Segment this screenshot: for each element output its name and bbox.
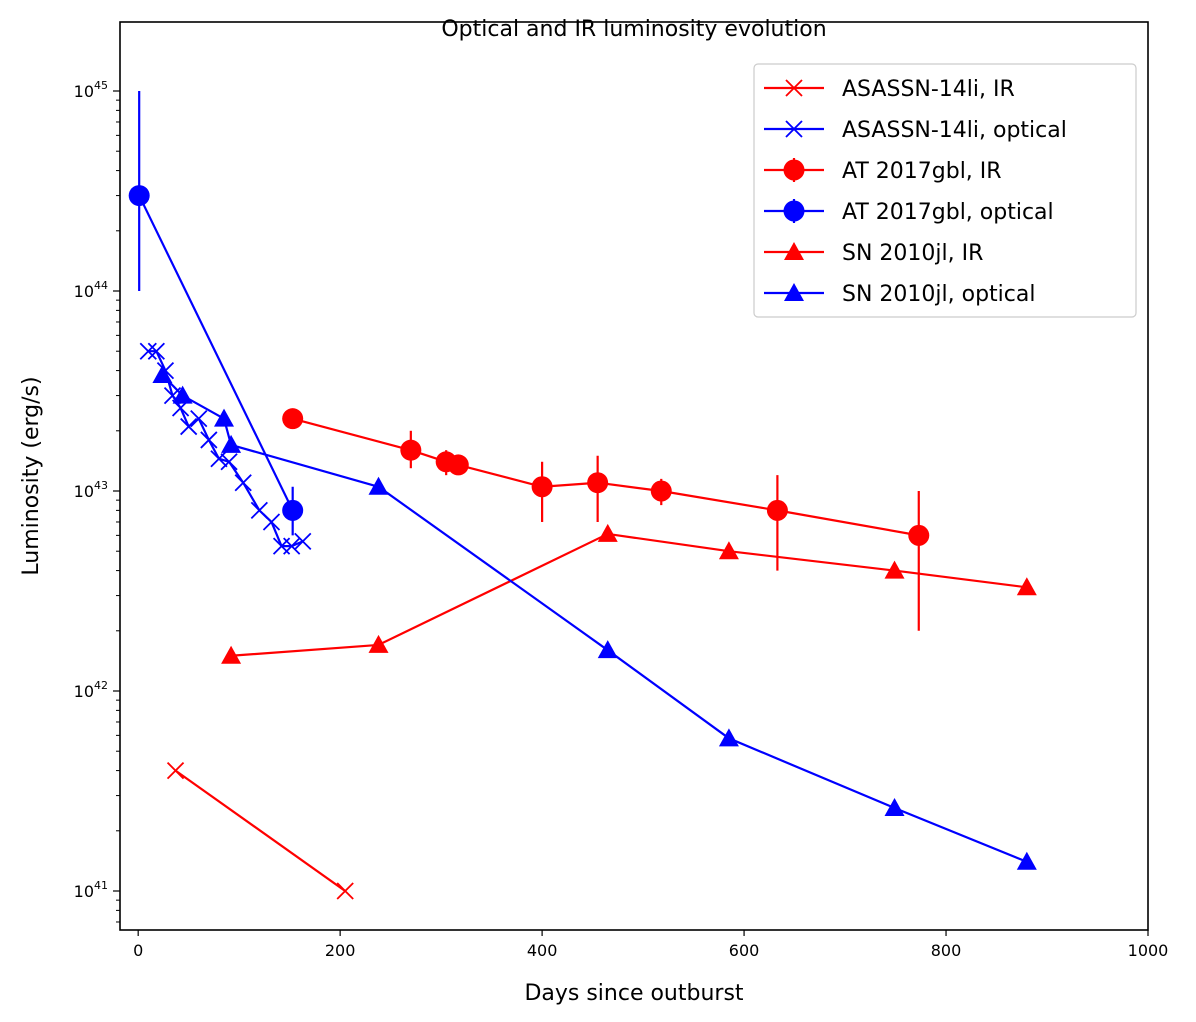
chart-title: Optical and IR luminosity evolution (441, 17, 826, 42)
data-point (447, 454, 469, 476)
legend-marker (785, 79, 803, 97)
data-point (128, 185, 150, 207)
data-point (147, 342, 165, 360)
data-point (336, 882, 354, 900)
series-line (161, 374, 1028, 863)
legend-entry: SN 2010jl, IR (764, 241, 983, 266)
x-tick-label: 1000 (1128, 941, 1169, 960)
data-point (221, 434, 242, 453)
legend-label: ASASSN-14li, IR (842, 77, 1015, 102)
series-5 (221, 523, 1037, 664)
series-2 (139, 342, 312, 555)
y-tick-label: 1043 (74, 479, 108, 501)
legend-entry: ASASSN-14li, IR (764, 77, 1015, 102)
x-axis-label: Days since outburst (524, 981, 743, 1006)
x-tick-label: 600 (729, 941, 760, 960)
data-point (884, 798, 905, 817)
data-point (234, 474, 252, 492)
data-point (587, 472, 609, 494)
legend-marker (783, 159, 805, 181)
series-line (230, 532, 1027, 657)
data-point (294, 532, 312, 550)
series-4 (128, 91, 304, 536)
legend-entry: AT 2017gbl, optical (764, 199, 1054, 225)
data-point (190, 410, 208, 428)
data-point (283, 537, 301, 555)
data-point (400, 439, 422, 461)
data-point (884, 560, 905, 579)
series-6 (152, 365, 1037, 870)
y-tick-label: 1041 (74, 879, 108, 901)
legend-marker (785, 120, 803, 138)
legend: ASASSN-14li, IR ASASSN-14li, optical AT 20… (753, 63, 1137, 318)
data-point (214, 408, 235, 427)
data-point (210, 450, 228, 468)
x-tick-label: 0 (133, 941, 143, 960)
data-point (180, 417, 198, 436)
data-point (597, 640, 618, 659)
x-tick-label: 800 (931, 941, 962, 960)
data-point (152, 365, 173, 384)
data-point (221, 645, 242, 664)
data-point (166, 761, 185, 780)
data-point (139, 342, 157, 360)
legend-marker (784, 242, 804, 260)
y-tick-label: 1045 (74, 79, 108, 101)
data-point (172, 385, 193, 404)
legend-entry: ASASSN-14li, optical (764, 118, 1067, 143)
data-point (650, 480, 672, 502)
data-point (200, 431, 218, 449)
legend-label: SN 2010jl, optical (842, 282, 1035, 307)
y-tick-label: 1042 (74, 679, 108, 701)
data-point (1016, 577, 1037, 596)
data-point (718, 541, 739, 560)
y-axis-label: Luminosity (erg/s) (19, 376, 44, 575)
data-point (368, 476, 389, 495)
plot-frame (119, 21, 1149, 931)
x-tick-label: 200 (325, 941, 356, 960)
series-line (138, 195, 294, 511)
series-1 (166, 761, 354, 900)
legend-label: ASASSN-14li, optical (842, 118, 1067, 143)
legend-marker (783, 200, 805, 222)
legend-label: SN 2010jl, IR (842, 241, 983, 266)
data-point (282, 408, 304, 430)
data-point (1016, 851, 1037, 870)
data-point (262, 513, 281, 531)
legend-entry: AT 2017gbl, IR (764, 158, 1002, 184)
legend-label: AT 2017gbl, optical (842, 200, 1054, 225)
legend-marker (784, 283, 804, 301)
data-point (718, 728, 739, 747)
data-point (220, 453, 238, 471)
data-point (531, 476, 553, 498)
data-point (766, 499, 788, 521)
data-point (597, 523, 618, 542)
series-line (174, 769, 346, 892)
data-point (368, 634, 389, 653)
legend-label: AT 2017gbl, IR (842, 159, 1002, 184)
data-point (282, 499, 304, 521)
y-tick-label: 1044 (74, 279, 108, 301)
legend-entry: SN 2010jl, optical (764, 282, 1035, 307)
legend-box (753, 63, 1137, 318)
series-3 (282, 408, 930, 631)
data-point (908, 524, 930, 546)
x-tick-label: 400 (527, 941, 558, 960)
